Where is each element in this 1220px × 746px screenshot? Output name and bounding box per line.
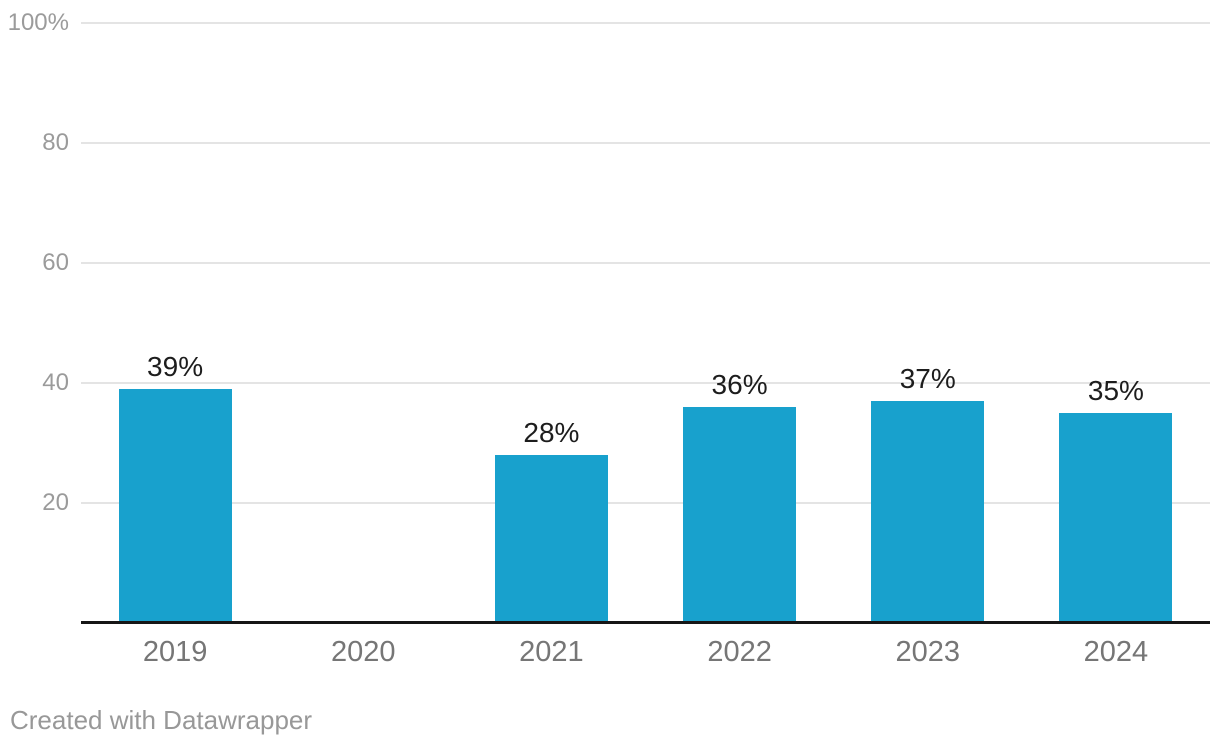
gridline (81, 382, 1210, 384)
bar (494, 455, 608, 623)
y-axis-tick-label: 100% (7, 9, 69, 36)
bar (683, 407, 797, 623)
gridline (81, 22, 1210, 24)
bar (871, 401, 985, 623)
y-axis-tick-label: 20 (42, 489, 69, 516)
gridline (81, 502, 1210, 504)
bar-value-label: 36% (711, 369, 768, 400)
bar-value-label: 35% (1087, 375, 1144, 406)
credit-text: Created with Datawrapper (10, 705, 313, 735)
bar (1059, 413, 1173, 623)
x-axis-tick-label: 2020 (330, 636, 396, 668)
bar-value-label: 37% (899, 363, 956, 394)
x-axis-tick-label: 2024 (1083, 636, 1149, 668)
gridline (81, 142, 1210, 144)
x-axis-line (81, 621, 1210, 624)
bar (118, 389, 232, 623)
x-axis-tick-label: 2022 (707, 636, 772, 668)
gridline (81, 262, 1210, 264)
y-axis-tick-label: 60 (42, 249, 69, 276)
bar-value-label: 28% (523, 417, 580, 448)
x-axis-tick-label: 2023 (895, 636, 960, 668)
bar-value-label: 39% (147, 351, 204, 382)
x-axis-tick-label: 2021 (519, 636, 584, 668)
x-axis-tick-label: 2019 (142, 636, 208, 668)
y-axis-tick-label: 40 (42, 369, 69, 396)
y-axis-tick-label: 80 (42, 129, 69, 156)
